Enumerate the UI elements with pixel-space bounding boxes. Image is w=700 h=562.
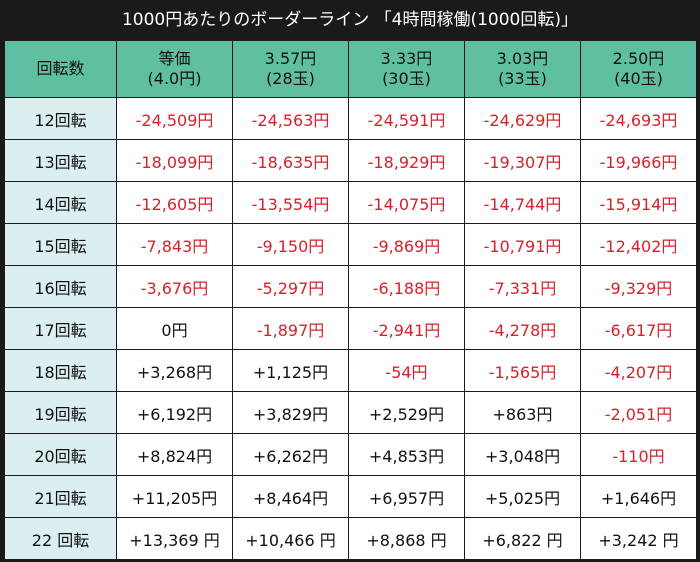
table-cell-balance: -4,278円	[464, 307, 581, 350]
table-cell-balance: -19,966円	[580, 139, 697, 182]
header-rate-detail: (33玉)	[498, 69, 547, 88]
table-cell-balance: +8,464円	[232, 475, 349, 518]
table-cell-balance: +8,868 円	[348, 517, 465, 560]
row-label-spins: 22 回転	[4, 517, 117, 560]
table-cell-balance: -24,563円	[232, 97, 349, 140]
table-cell-balance: +5,025円	[464, 475, 581, 518]
table-cell-balance: -12,402円	[580, 223, 697, 266]
row-label-spins: 12回転	[4, 97, 117, 140]
table-cell-balance: -15,914円	[580, 181, 697, 224]
table-cell-balance: -14,075円	[348, 181, 465, 224]
table-cell-balance: -9,869円	[348, 223, 465, 266]
table-cell-balance: -4,207円	[580, 349, 697, 392]
table-cell-balance: -9,150円	[232, 223, 349, 266]
table-cell-balance: +3,242 円	[580, 517, 697, 560]
header-spins: 回転数	[4, 40, 117, 98]
header-rate-2-50: 2.50円 (40玉)	[580, 40, 697, 98]
table-row: 19回転 +6,192円 +3,829円 +2,529円 +863円 -2,051円	[4, 391, 697, 434]
header-rate-name: 等価	[158, 49, 191, 68]
row-label-spins: 14回転	[4, 181, 117, 224]
row-label-spins: 16回転	[4, 265, 117, 308]
row-label-spins: 18回転	[4, 349, 117, 392]
table-cell-balance: -7,331円	[464, 265, 581, 308]
table-row: 18回転 +3,268円 +1,125円 -54円 -1,565円 -4,207円	[4, 349, 697, 392]
table-cell-balance: -18,929円	[348, 139, 465, 182]
table-cell-balance: -24,509円	[116, 97, 233, 140]
table-cell-balance: -13,554円	[232, 181, 349, 224]
table-cell-balance: -24,629円	[464, 97, 581, 140]
table-cell-balance: +1,125円	[232, 349, 349, 392]
table-cell-balance: +13,369 円	[116, 517, 233, 560]
table-row: 16回転 -3,676円 -5,297円 -6,188円 -7,331円 -9,329円	[4, 265, 697, 308]
table-cell-balance: +11,205円	[116, 475, 233, 518]
table-body: 12回転 -24,509円 -24,563円 -24,591円 -24,629円 -24,…	[4, 97, 697, 560]
table-cell-balance: -24,591円	[348, 97, 465, 140]
header-rate-name: 3.33円	[380, 49, 433, 68]
table-cell-balance: -12,605円	[116, 181, 233, 224]
table-cell-balance: -3,676円	[116, 265, 233, 308]
table-row: 17回転 0円 -1,897円 -2,941円 -4,278円 -6,617円	[4, 307, 697, 350]
header-rate-3-03: 3.03円 (33玉)	[464, 40, 581, 98]
table-cell-balance: +6,957円	[348, 475, 465, 518]
table-cell-balance: +6,192円	[116, 391, 233, 434]
table-row: 20回転 +8,824円 +6,262円 +4,853円 +3,048円 -110円	[4, 433, 697, 476]
table-row: 13回転 -18,099円 -18,635円 -18,929円 -19,307円 -19,…	[4, 139, 697, 182]
table-cell-balance: +6,262円	[232, 433, 349, 476]
table-cell-balance: -1,897円	[232, 307, 349, 350]
table-cell-balance: 0円	[116, 307, 233, 350]
header-rate-detail: (28玉)	[266, 69, 315, 88]
table-row: 21回転 +11,205円 +8,464円 +6,957円 +5,025円 +1,646円	[4, 475, 697, 518]
table-cell-balance: +6,822 円	[464, 517, 581, 560]
row-label-spins: 15回転	[4, 223, 117, 266]
header-rate-4-0: 等価 (4.0円)	[116, 40, 233, 98]
table-cell-balance: -6,188円	[348, 265, 465, 308]
table-cell-balance: +3,829円	[232, 391, 349, 434]
header-rate-name: 2.50円	[612, 49, 665, 68]
table-cell-balance: -2,051円	[580, 391, 697, 434]
header-rate-name: 3.03円	[496, 49, 549, 68]
table-cell-balance: +10,466 円	[232, 517, 349, 560]
header-rate-detail: (30玉)	[382, 69, 431, 88]
row-label-spins: 19回転	[4, 391, 117, 434]
row-label-spins: 17回転	[4, 307, 117, 350]
border-line-table: 回転数 等価 (4.0円) 3.57円 (28玉) 3.33円 (30玉) 3.…	[4, 40, 697, 560]
table-cell-balance: -6,617円	[580, 307, 697, 350]
header-row: 回転数 等価 (4.0円) 3.57円 (28玉) 3.33円 (30玉) 3.…	[4, 40, 697, 98]
header-rate-detail: (40玉)	[614, 69, 663, 88]
table-cell-balance: -9,329円	[580, 265, 697, 308]
table-row: 14回転 -12,605円 -13,554円 -14,075円 -14,744円 -15,…	[4, 181, 697, 224]
table-cell-balance: +3,268円	[116, 349, 233, 392]
table-cell-balance: +4,853円	[348, 433, 465, 476]
table-cell-balance: +863円	[464, 391, 581, 434]
table-cell-balance: -19,307円	[464, 139, 581, 182]
table-cell-balance: -1,565円	[464, 349, 581, 392]
table-cell-balance: -7,843円	[116, 223, 233, 266]
table-row: 15回転 -7,843円 -9,150円 -9,869円 -10,791円 -12,402…	[4, 223, 697, 266]
table-cell-balance: +2,529円	[348, 391, 465, 434]
row-label-spins: 13回転	[4, 139, 117, 182]
table-cell-balance: -10,791円	[464, 223, 581, 266]
table-cell-balance: -18,099円	[116, 139, 233, 182]
table-cell-balance: +8,824円	[116, 433, 233, 476]
header-rate-detail: (4.0円)	[147, 69, 202, 88]
table-cell-balance: -110円	[580, 433, 697, 476]
table-cell-balance: -18,635円	[232, 139, 349, 182]
row-label-spins: 20回転	[4, 433, 117, 476]
table-cell-balance: -5,297円	[232, 265, 349, 308]
header-rate-name: 3.57円	[264, 49, 317, 68]
table-cell-balance: +1,646円	[580, 475, 697, 518]
table-cell-balance: -2,941円	[348, 307, 465, 350]
table-cell-balance: -14,744円	[464, 181, 581, 224]
table-header: 回転数 等価 (4.0円) 3.57円 (28玉) 3.33円 (30玉) 3.…	[4, 40, 697, 98]
header-rate-3-33: 3.33円 (30玉)	[348, 40, 465, 98]
table-cell-balance: -54円	[348, 349, 465, 392]
table-cell-balance: -24,693円	[580, 97, 697, 140]
table-row: 12回転 -24,509円 -24,563円 -24,591円 -24,629円 -24,…	[4, 97, 697, 140]
table-title: 1000円あたりのボーダーライン 「4時間稼働(1000回転)」	[0, 0, 700, 40]
table-row: 22 回転 +13,369 円 +10,466 円 +8,868 円 +6,822 円 +…	[4, 517, 697, 560]
header-rate-3-57: 3.57円 (28玉)	[232, 40, 349, 98]
row-label-spins: 21回転	[4, 475, 117, 518]
table-cell-balance: +3,048円	[464, 433, 581, 476]
